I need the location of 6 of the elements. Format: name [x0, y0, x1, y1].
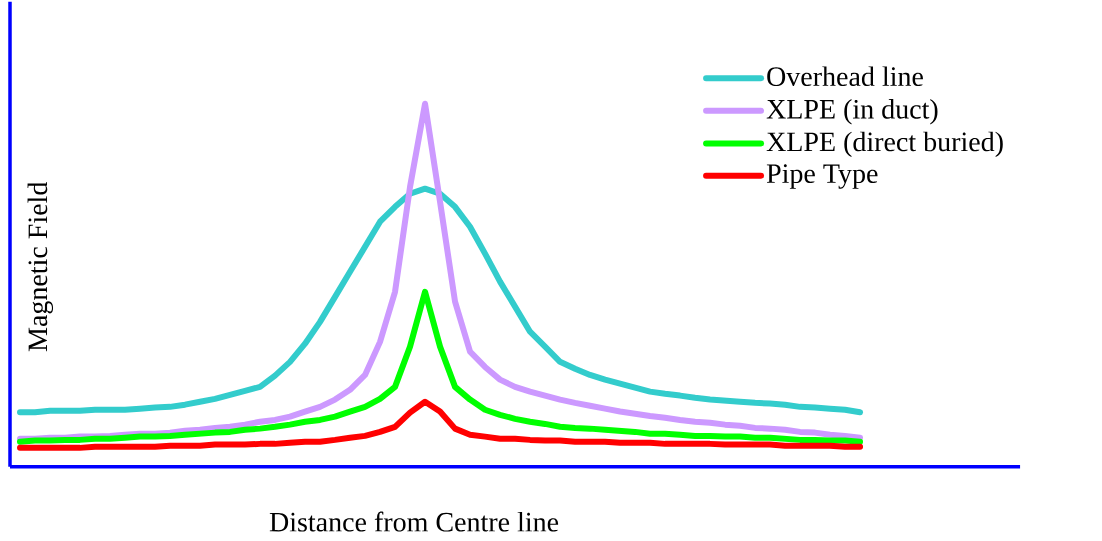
- legend-label: Pipe Type: [766, 164, 878, 189]
- legend-label: Overhead line: [767, 66, 923, 87]
- x-axis-title: Distance from Centre line: [269, 511, 559, 532]
- y-axis-title: Magnetic Field: [27, 181, 54, 352]
- legend-label: XLPE (direct buried): [766, 131, 1003, 158]
- legend-label: XLPE (in duct): [766, 99, 938, 125]
